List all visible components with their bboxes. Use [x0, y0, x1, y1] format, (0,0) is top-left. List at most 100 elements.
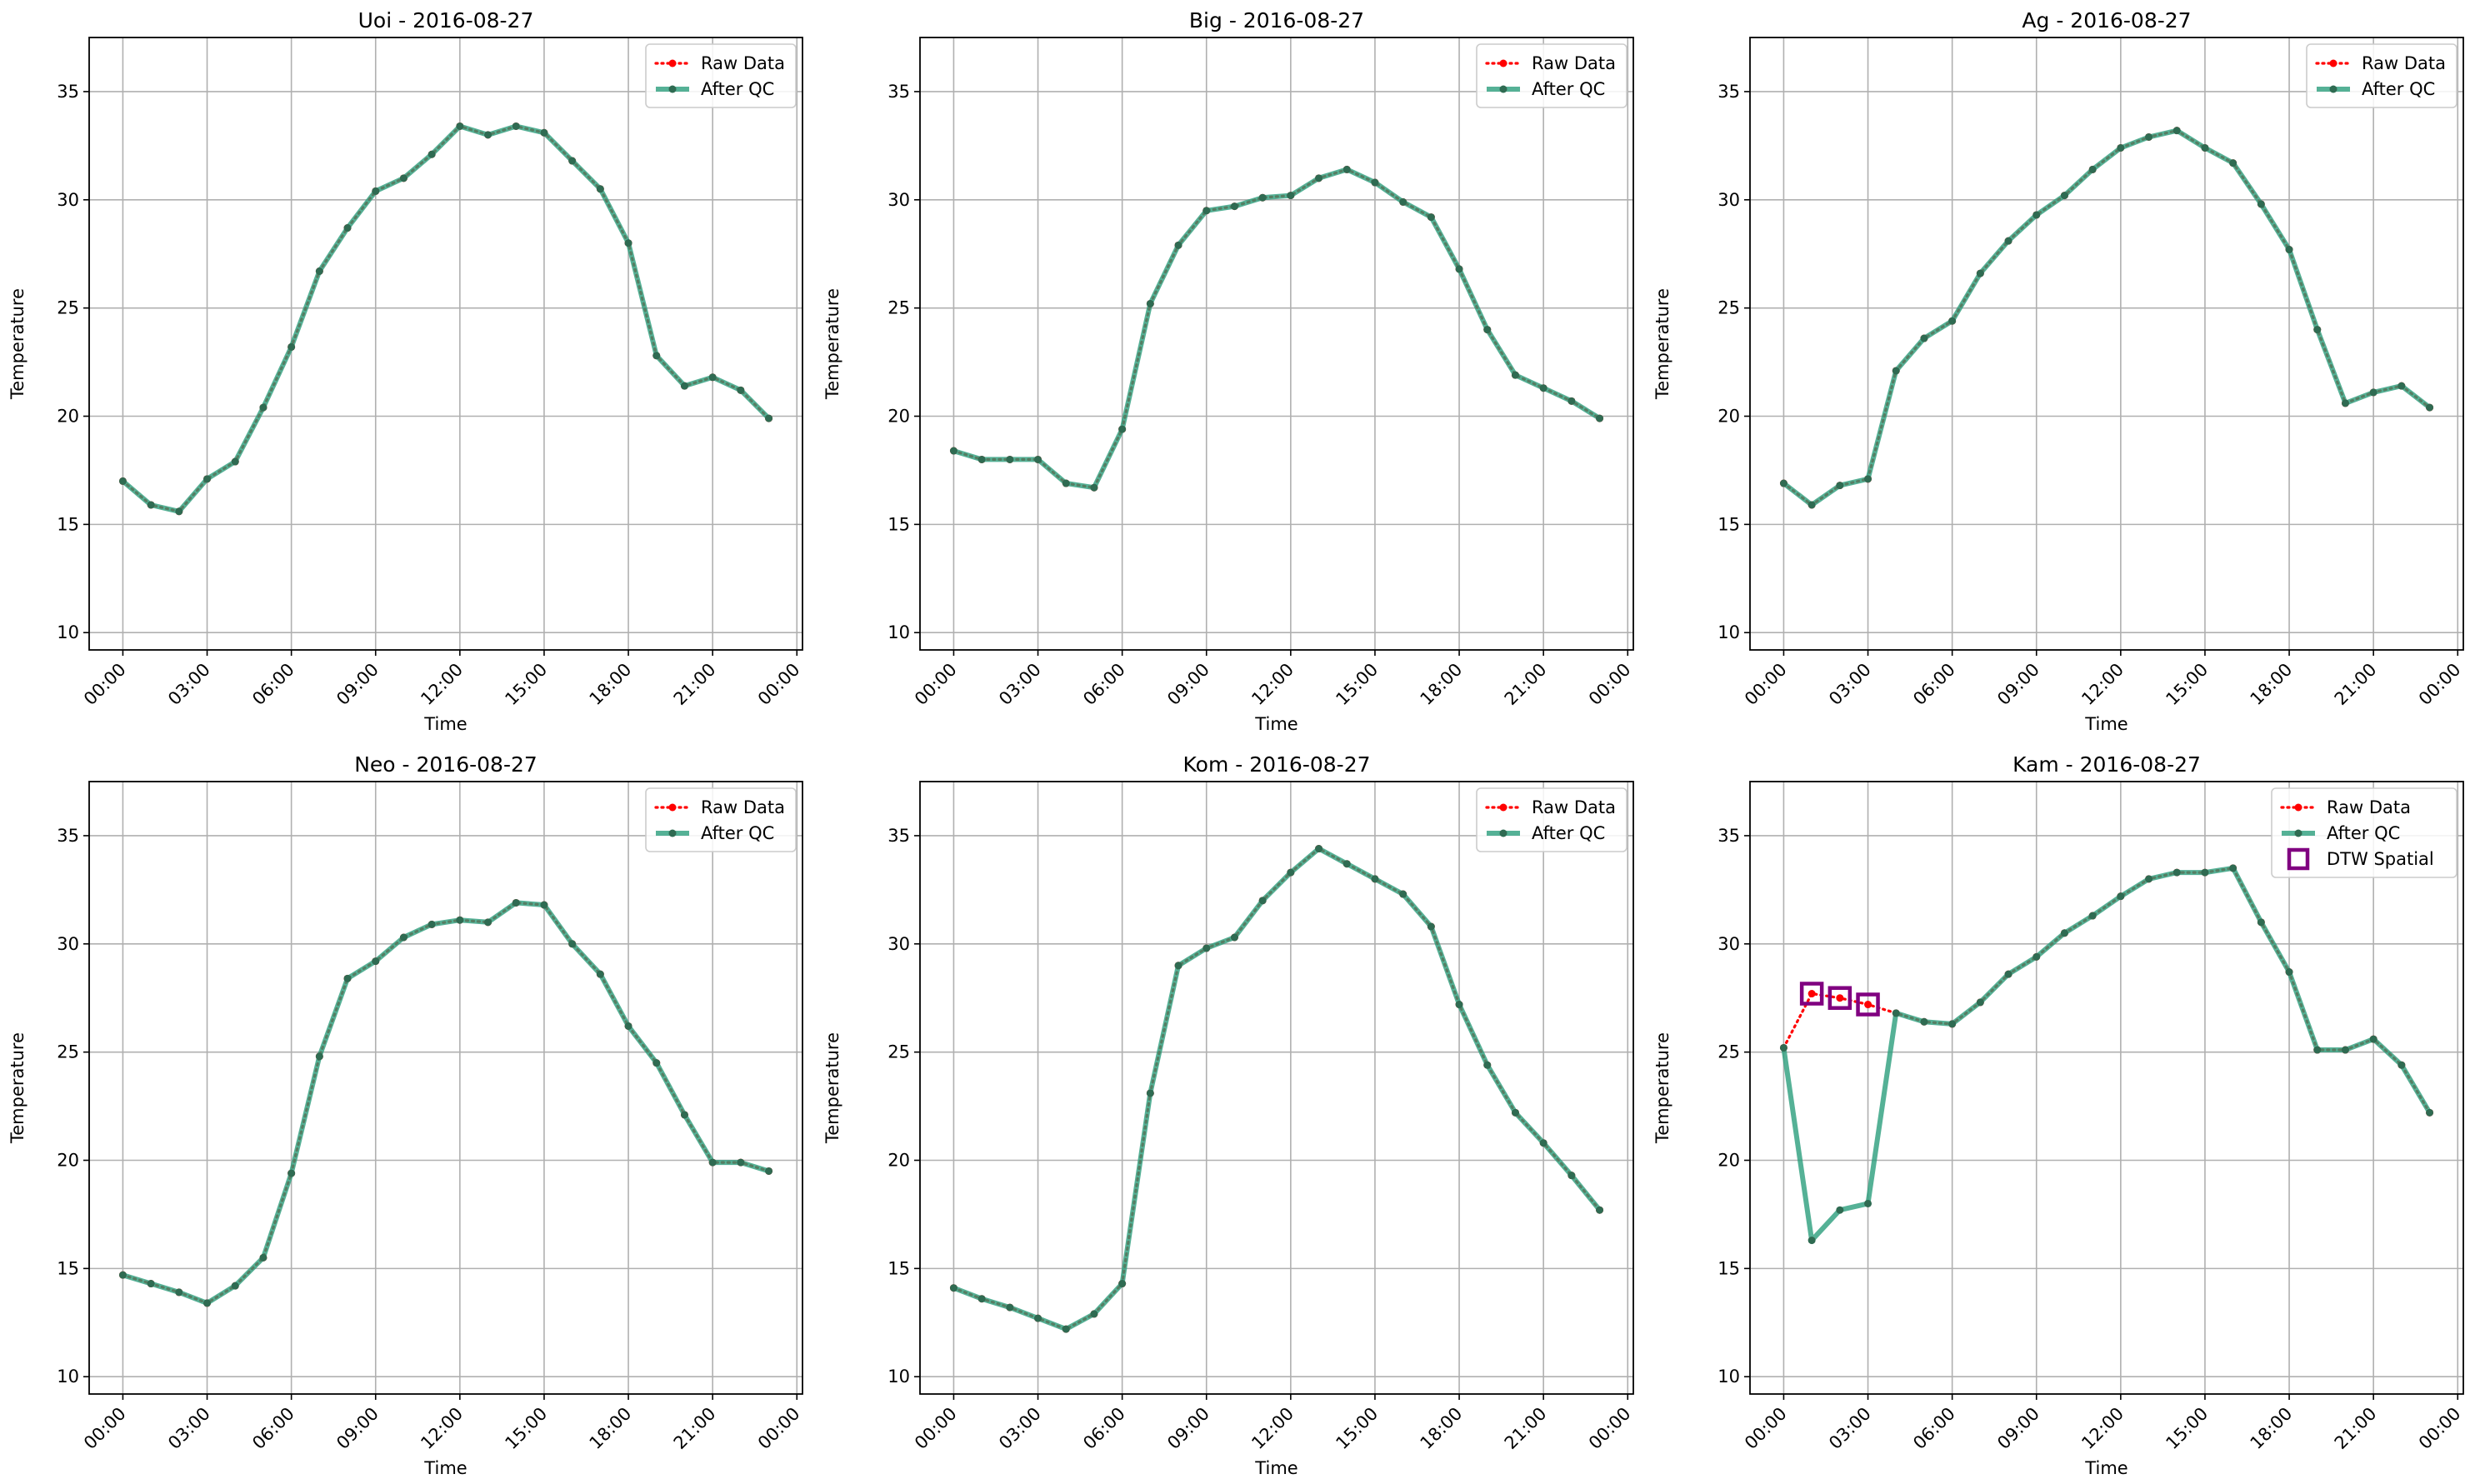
after-qc-point [1287, 868, 1295, 877]
after-qc-point [2172, 868, 2181, 877]
after-qc-point [1455, 1001, 1463, 1009]
after-qc-point [1202, 944, 1211, 952]
legend: Raw Data After QC DTW Spatial [2271, 787, 2458, 878]
after-qc-point [372, 957, 380, 966]
after-qc-point [1090, 1310, 1098, 1318]
after-qc-point [624, 1022, 632, 1030]
x-tick-label: 03:00 [164, 659, 214, 709]
after-qc-point [1399, 890, 1408, 898]
subplot-1: 00:00 03:00 06:00 09:00 12:00 15:00 18:00 21:00… [8, 8, 804, 734]
x-tick-label: 18:00 [1417, 659, 1467, 709]
legend-raw-marker [1499, 803, 1508, 812]
x-tick-label: 12:00 [2078, 1403, 2128, 1453]
after-qc-point [1230, 933, 1238, 942]
after-qc-point [2229, 864, 2238, 872]
x-tick-label: 18:00 [1417, 1403, 1467, 1453]
x-tick-label: 18:00 [2247, 659, 2297, 709]
after-qc-point [2032, 211, 2041, 219]
after-qc-point [1948, 317, 1957, 325]
x-tick-label: 15:00 [2162, 1403, 2212, 1453]
x-tick-label: 21:00 [2331, 659, 2381, 709]
raw-data-point [1836, 994, 1844, 1002]
y-tick-label: 15 [1718, 1258, 1740, 1278]
raw-data-point [1864, 1001, 1872, 1009]
subplot-6: 00:00 03:00 06:00 09:00 12:00 15:00 18:00 21:00… [1652, 752, 2465, 1478]
raw-data-line [1782, 128, 2432, 507]
after-qc-point [1034, 1314, 1042, 1322]
after-qc-point [1808, 1237, 1816, 1245]
after-qc-point [540, 901, 548, 909]
after-qc-point [1371, 178, 1379, 187]
x-tick-label: 03:00 [1825, 659, 1875, 709]
after-qc-point [1315, 174, 1323, 182]
after-qc-point [1511, 371, 1519, 379]
y-tick-label: 20 [888, 407, 910, 427]
y-tick-label: 20 [888, 1151, 910, 1171]
after-qc-point [118, 1271, 127, 1279]
y-tick-label: 20 [1718, 1151, 1740, 1171]
y-tick-label: 25 [888, 1042, 910, 1062]
y-tick-label: 15 [57, 514, 79, 534]
subplot-4: 00:00 03:00 06:00 09:00 12:00 15:00 18:00 21:00… [8, 752, 804, 1478]
after-qc-point [1174, 241, 1182, 249]
x-tick-label: 09:00 [332, 659, 382, 709]
after-qc-point [1864, 1199, 1872, 1207]
after-qc-point [1920, 334, 1928, 342]
after-qc-point [737, 386, 745, 394]
y-tick-label: 30 [1718, 190, 1740, 210]
subplot-2: 00:00 03:00 06:00 09:00 12:00 15:00 18:00 21:00… [822, 8, 1635, 734]
subplot-title: Big - 2016-08-27 [1189, 8, 1364, 32]
after-qc-point [2398, 382, 2406, 390]
after-qc-point [2257, 200, 2265, 208]
after-qc-point [1779, 1043, 1788, 1052]
x-tick-label: 12:00 [2078, 659, 2128, 709]
subplot-title: Kom - 2016-08-27 [1183, 752, 1371, 777]
after-qc-point [1596, 1206, 1604, 1214]
after-qc-point [1174, 962, 1182, 970]
after-qc-point [1287, 192, 1295, 200]
after-qc-point [203, 1299, 212, 1307]
legend: Raw Data After QC [645, 787, 797, 852]
after-qc-point [624, 239, 632, 247]
x-tick-label: 21:00 [1501, 1403, 1551, 1453]
x-tick-label: 00:00 [1741, 659, 1791, 709]
after-qc-point [1006, 455, 1014, 463]
x-tick-label: 15:00 [1332, 659, 1382, 709]
after-qc-point [1483, 1061, 1492, 1069]
raw-data-point [1808, 990, 1816, 998]
y-tick-label: 10 [888, 622, 910, 642]
x-tick-label: 18:00 [586, 1403, 636, 1453]
after-qc-point [1568, 397, 1576, 405]
axes-frame [919, 37, 1634, 651]
dtw-spatial-marker [1828, 986, 1852, 1010]
axes-frame [88, 781, 803, 1395]
legend-raw-data-label: Raw Data [701, 797, 785, 817]
after-qc-point [2117, 143, 2125, 152]
after-qc-point [1258, 193, 1267, 202]
legend-qc-marker [668, 829, 677, 837]
after-qc-line [1782, 127, 2432, 507]
after-qc-point [1920, 1017, 1928, 1026]
legend-raw-data-label: Raw Data [1532, 53, 1616, 73]
x-tick-label: 03:00 [164, 1403, 214, 1453]
after-qc-point [1976, 269, 1984, 277]
after-qc-point [1202, 207, 1211, 215]
y-tick-label: 15 [1718, 514, 1740, 534]
after-qc-point [1779, 479, 1788, 487]
after-qc-point [2117, 892, 2125, 901]
y-tick-label: 25 [57, 1042, 79, 1062]
subplot-title: Uoi - 2016-08-27 [358, 8, 534, 32]
after-qc-point [2285, 246, 2293, 254]
raw-data-line [121, 124, 771, 513]
x-tick-label: 00:00 [80, 1403, 130, 1453]
axes-frame [919, 781, 1634, 1395]
after-qc-point [1539, 1139, 1548, 1147]
after-qc-point [1118, 1280, 1127, 1288]
legend-after-qc-label: After QC [701, 79, 774, 99]
after-qc-point [1596, 414, 1604, 422]
after-qc-point [1808, 501, 1816, 509]
after-qc-point [428, 920, 436, 928]
y-axis-label: Temperature [1652, 1032, 1672, 1144]
y-tick-label: 35 [888, 82, 910, 102]
